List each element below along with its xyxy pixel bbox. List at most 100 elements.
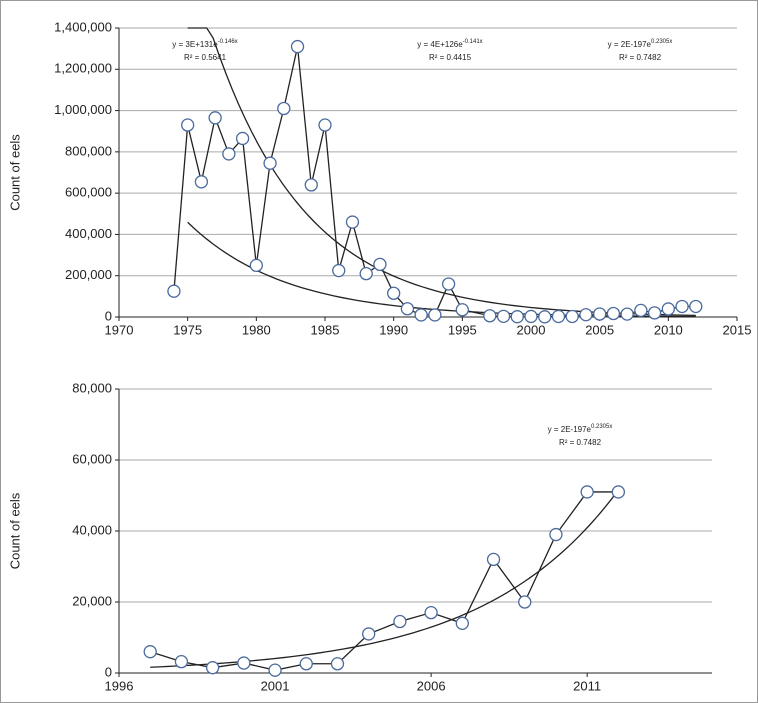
data-point [689,299,703,314]
data-point [496,309,511,323]
data-point [400,302,415,316]
y-tick-label: 0 [105,308,112,323]
y-tick-label: 40,000 [72,522,112,537]
data-point [580,485,594,499]
data-point [268,663,282,677]
data-point [565,309,579,324]
trendline [187,27,696,316]
data-point [222,147,236,161]
data-point [538,310,552,324]
data-point [318,118,332,132]
data-point [208,111,222,125]
r-squared: R² = 0.7482 [559,438,602,447]
equation-exponent: -0.141x [463,39,483,45]
data-point [332,263,346,278]
y-tick-label: 1,400,000 [54,19,112,34]
trendline [150,489,619,668]
data-point [510,310,524,324]
data-point [387,286,401,300]
x-tick-label: 1985 [311,322,340,337]
data-point [373,257,387,272]
x-tick-label: 2015 [723,322,752,337]
equation-text: y = 2E-197e [608,40,652,49]
data-point [174,654,189,669]
x-tick-label: 1990 [379,322,408,337]
data-point [647,306,662,320]
data-point [237,656,251,670]
data-point [249,258,263,273]
data-point [486,552,501,567]
data-point [290,39,305,54]
equation-exponent: 0.2305x [591,424,612,430]
trend-equation: y = 3E+131e-0.146x [172,39,237,50]
data-point [330,657,345,671]
x-tick-label: 1970 [105,322,134,337]
y-tick-label: 600,000 [65,185,112,200]
data-point [620,307,634,321]
x-tick-label: 2005 [585,322,614,337]
data-point [634,303,648,318]
data-line [150,491,619,671]
trend-equation: y = 4E+126e-0.141x [417,39,482,50]
x-tick-label: 2006 [417,678,446,693]
r-squared: R² = 0.7482 [619,53,662,62]
y-tick-label: 800,000 [65,143,112,158]
data-point [277,101,291,116]
data-line [173,46,696,318]
x-tick-label: 2010 [654,322,683,337]
data-point [661,302,675,316]
y-tick-label: 20,000 [72,593,112,608]
x-tick-label: 2000 [517,322,546,337]
data-point [579,308,593,322]
x-tick-label: 1995 [448,322,477,337]
x-tick-label: 1980 [242,322,271,337]
x-tick-label: 2001 [261,678,290,693]
trendline [187,221,696,318]
data-point [483,309,497,323]
equation-text: y = 4E+126e [417,40,463,49]
data-point [424,606,438,620]
equation-text: y = 3E+131e [172,40,218,49]
r-squared: R² = 0.5641 [184,53,227,62]
data-point [299,657,313,671]
data-point [362,627,376,641]
data-point [593,307,607,321]
y-axis-title: Count of eels [7,492,22,569]
data-point [611,485,626,499]
data-point [194,175,209,189]
equation-exponent: -0.146x [218,39,238,45]
data-point [455,303,469,317]
data-point [428,308,442,322]
y-axis-title: Count of eels [7,134,22,211]
y-tick-label: 200,000 [65,267,112,282]
data-point [143,645,157,659]
equation-exponent: 0.2305x [651,39,672,45]
x-tick-label: 2011 [573,678,601,693]
trend-equation: y = 2E-197e0.2305x [608,39,673,50]
y-tick-label: 1,200,000 [54,61,112,76]
y-tick-label: 80,000 [72,380,112,395]
x-tick-label: 1975 [173,322,202,337]
y-tick-label: 0 [105,664,112,679]
data-point [167,284,181,298]
data-point [606,306,621,321]
data-point [359,266,373,281]
y-tick-label: 400,000 [65,226,112,241]
y-tick-label: 1,000,000 [54,102,112,117]
data-point [549,527,563,542]
data-point [345,215,360,229]
data-point [524,309,538,324]
data-point [675,299,689,314]
r-squared: R² = 0.4415 [429,53,472,62]
data-point [263,156,277,170]
data-point [455,616,469,630]
data-point [551,309,566,324]
data-point [393,614,407,629]
y-tick-label: 60,000 [72,451,112,466]
data-point [414,308,428,322]
x-tick-label: 1996 [105,678,134,693]
data-point [181,118,195,132]
